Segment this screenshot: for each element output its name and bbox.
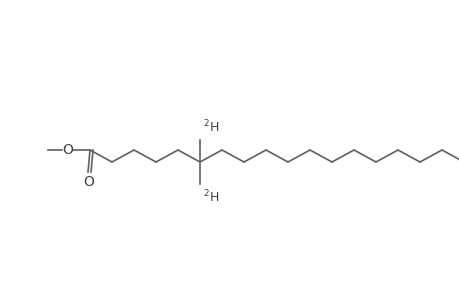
Text: O: O — [62, 143, 73, 157]
Text: $\mathregular{^2}$H: $\mathregular{^2}$H — [202, 189, 219, 206]
Text: $\mathregular{^2}$H: $\mathregular{^2}$H — [202, 118, 219, 135]
Text: O: O — [84, 175, 94, 189]
